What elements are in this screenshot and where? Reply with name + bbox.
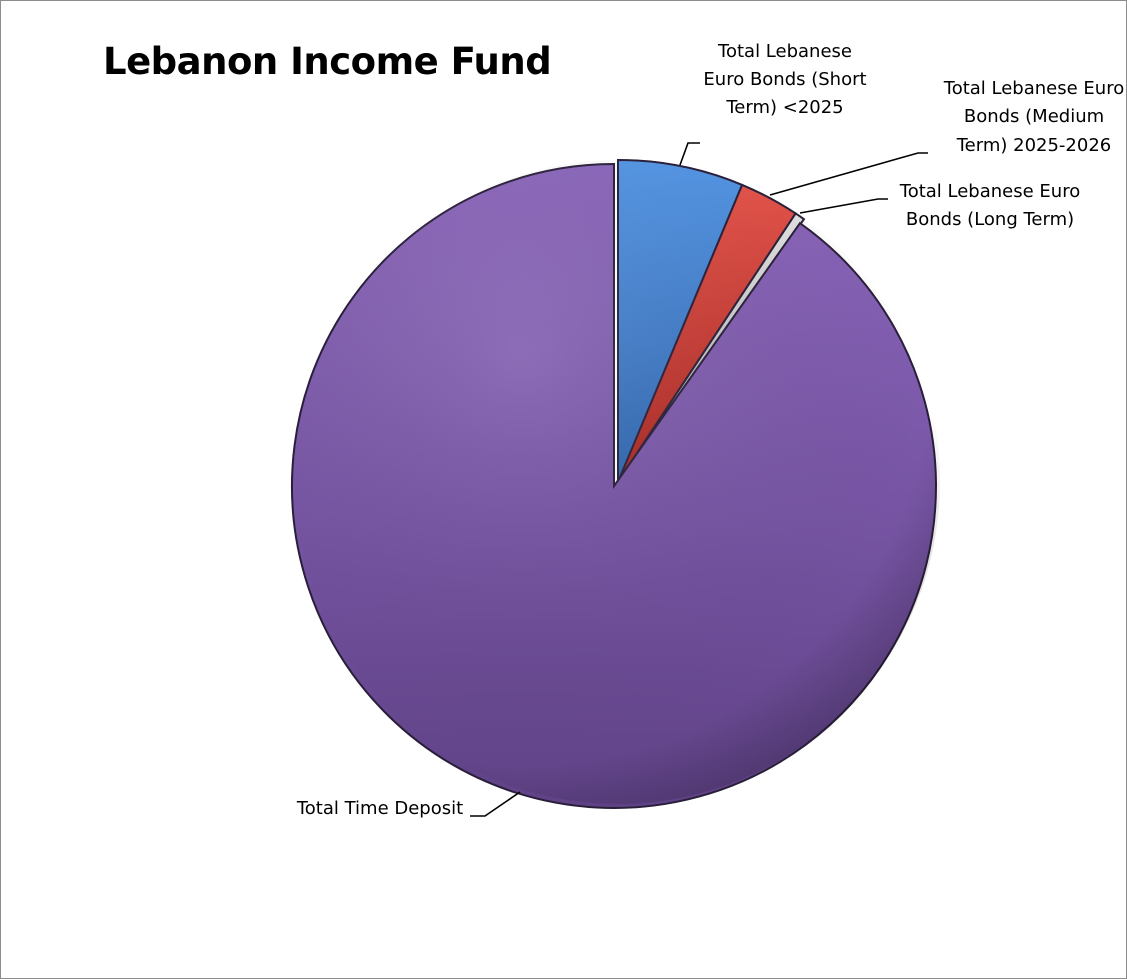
label-time-deposit-leader [470, 791, 521, 817]
chart-title: Lebanon Income Fund [103, 40, 552, 83]
slice-time-deposit [291, 162, 937, 809]
label-short-term-bonds-line: Euro Bonds (Short [703, 69, 866, 90]
label-short-term-bonds-leader [679, 142, 700, 166]
label-short-term-bonds-line: Term) <2025 [725, 97, 843, 118]
label-long-term-bonds-leader [799, 198, 888, 214]
label-time-deposit: Total Time Deposit [296, 798, 463, 819]
label-short-term-bonds-line: Total Lebanese [717, 41, 852, 62]
label-medium-term-bonds-leader [769, 152, 928, 196]
label-medium-term-bonds-line: Bonds (Medium [964, 106, 1104, 127]
label-medium-term-bonds-line: Total Lebanese Euro [943, 78, 1124, 99]
label-medium-term-bonds-line: Term) 2025-2026 [956, 135, 1112, 156]
label-long-term-bonds-line: Bonds (Long Term) [906, 209, 1074, 230]
label-time-deposit-line: Total Time Deposit [296, 798, 463, 819]
label-medium-term-bonds: Total Lebanese Euro Bonds (Medium Term) 20… [943, 78, 1124, 156]
label-long-term-bonds-line: Total Lebanese Euro [899, 181, 1080, 202]
label-short-term-bonds: Total Lebanese Euro Bonds (Short Term) <20… [703, 41, 866, 118]
label-long-term-bonds: Total Lebanese Euro Bonds (Long Term) [899, 181, 1080, 230]
